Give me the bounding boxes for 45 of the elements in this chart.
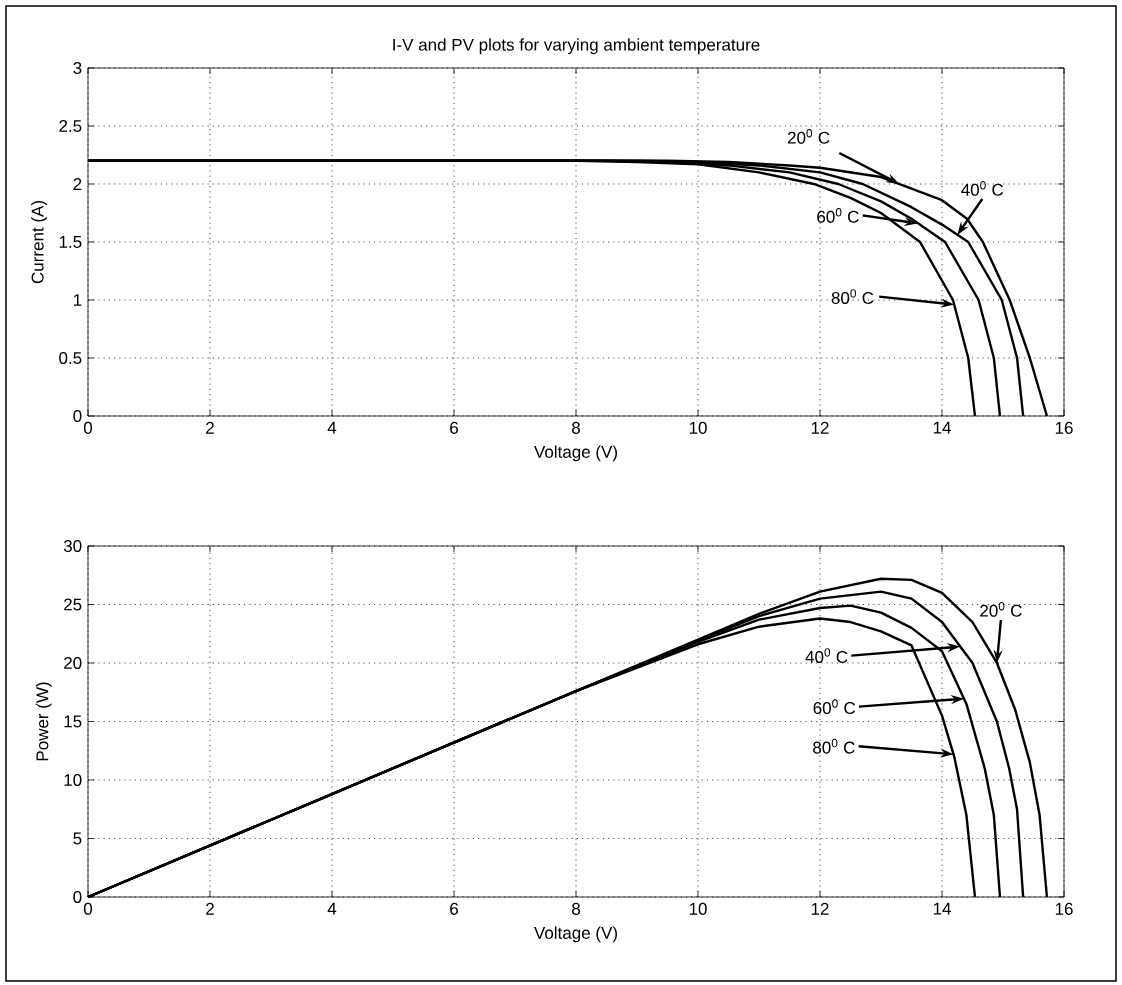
x-tick-label: 8 xyxy=(572,421,580,434)
x-tick-label: 10 xyxy=(689,902,707,915)
x-tick-label: 14 xyxy=(933,902,951,915)
chart-title: I-V and PV plots for varying ambient temperature xyxy=(393,38,760,55)
x-tick-label: 0 xyxy=(83,421,93,434)
y-tick-label: 0.5 xyxy=(59,351,82,365)
y-tick-label: 10 xyxy=(64,773,82,787)
y-tick-label: 30 xyxy=(63,539,82,553)
y-tick-label: 1.5 xyxy=(59,236,82,248)
x-tick-label: 0 xyxy=(83,902,93,915)
x-tick-label: 12 xyxy=(811,902,829,915)
y-tick-label: 3 xyxy=(73,61,82,75)
y-axis-title: Current (A) xyxy=(31,201,47,284)
y-tick-label: 25 xyxy=(64,598,82,611)
y-tick-label: 5 xyxy=(73,832,82,845)
x-axis-title: Voltage (V) xyxy=(534,926,617,943)
x-tick-label: 8 xyxy=(572,902,580,915)
annotation: 20$^{0}$ C xyxy=(980,602,1022,617)
x-axis-title: Voltage (V) xyxy=(534,445,617,462)
x-tick-label: 6 xyxy=(450,421,458,434)
y-tick-label: 0 xyxy=(73,890,82,904)
y-tick-label: 20 xyxy=(64,656,82,670)
x-tick-label: 10 xyxy=(689,421,707,434)
annotation: 60$^{0}$ C xyxy=(813,699,856,715)
x-tick-label: 6 xyxy=(450,902,458,915)
x-tick-label: 2 xyxy=(206,902,214,915)
y-tick-label: 0 xyxy=(73,409,82,423)
y-tick-label: 15 xyxy=(64,715,82,728)
annotation: 60$^{0}$ C xyxy=(817,208,859,223)
x-tick-label: 16 xyxy=(1055,421,1073,434)
annotation: 80$^{0}$ C xyxy=(831,289,874,305)
y-tick-label: 2.5 xyxy=(59,119,82,133)
x-tick-label: 2 xyxy=(206,421,214,434)
x-tick-label: 14 xyxy=(933,421,951,434)
annotation: 40$^{0}$ C xyxy=(961,181,1004,196)
x-tick-label: 12 xyxy=(811,421,829,434)
x-tick-label: 16 xyxy=(1055,902,1073,915)
annotation: 40$^{0}$ C xyxy=(805,648,848,663)
x-tick-label: 4 xyxy=(327,421,337,434)
y-tick-label: 2 xyxy=(73,178,82,190)
y-axis-title: Power (W) xyxy=(35,682,52,761)
annotation: 20$^{0}$ C xyxy=(787,129,830,144)
x-tick-label: 4 xyxy=(327,902,337,915)
annotation: 80$^{0}$ C xyxy=(813,738,855,754)
y-tick-label: 1 xyxy=(73,294,82,306)
